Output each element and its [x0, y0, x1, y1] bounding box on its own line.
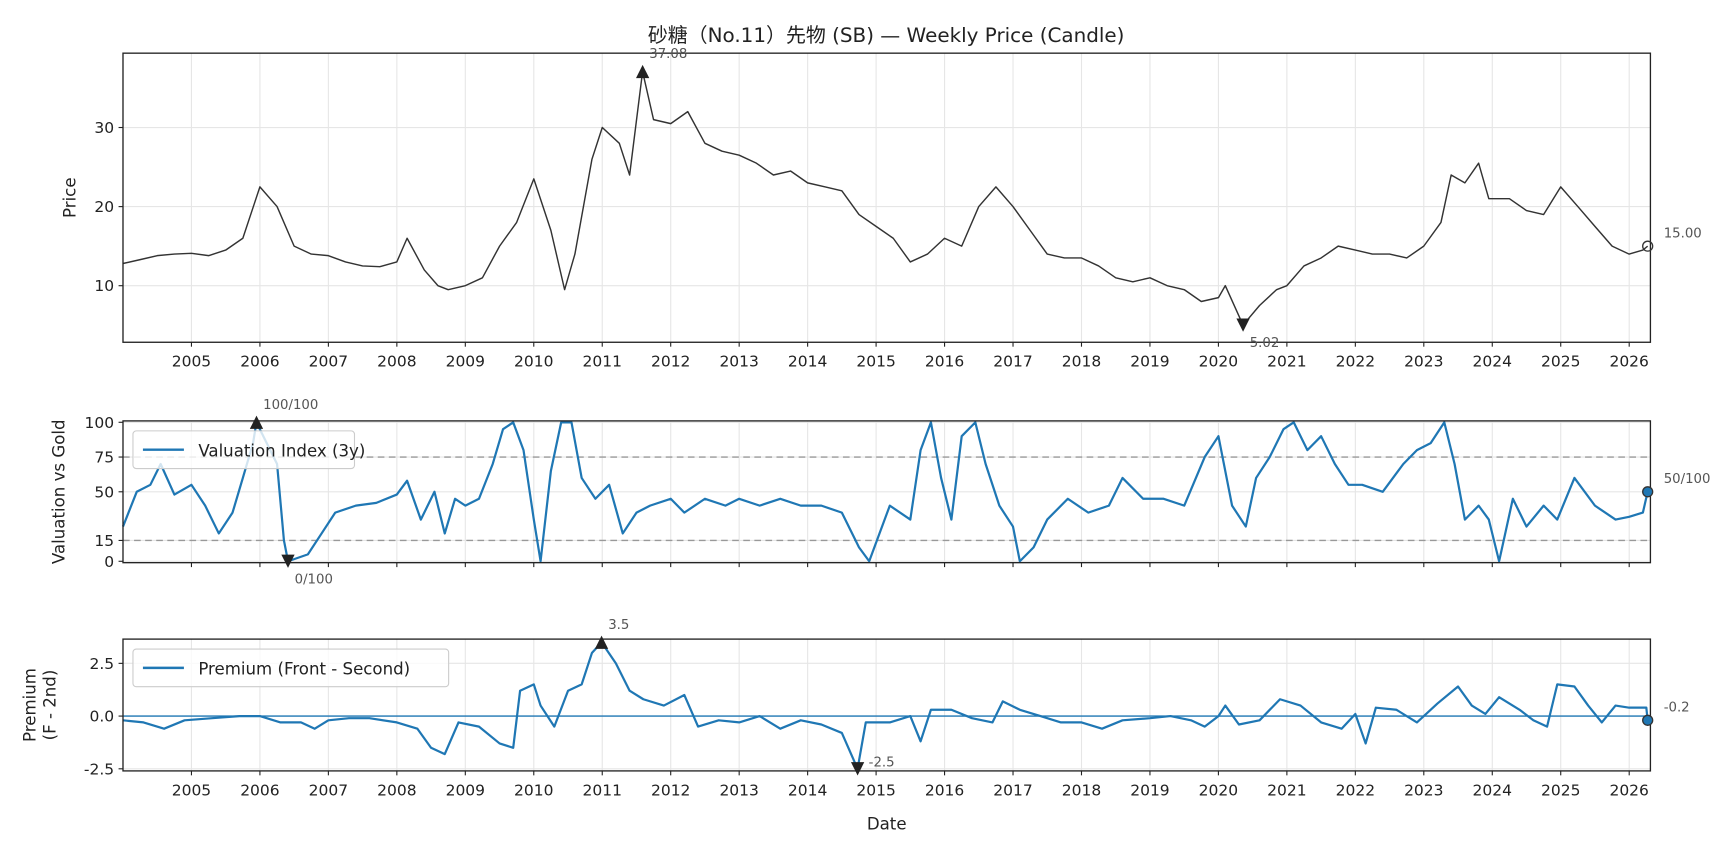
x-tick-label: 2010 [514, 781, 553, 799]
x-tick-label: 2016 [925, 781, 964, 799]
x-tick-label: 2020 [1199, 353, 1238, 371]
y-tick-label: 100 [85, 414, 115, 432]
x-tick-label: 2006 [240, 353, 279, 371]
min-marker [1236, 318, 1250, 332]
x-tick-label: 2024 [1473, 353, 1512, 371]
x-tick-label: 2026 [1609, 781, 1648, 799]
max-marker [249, 415, 264, 429]
x-tick-label: 2014 [788, 353, 827, 371]
legend-box [132, 648, 450, 688]
x-tick-label: 2021 [1267, 781, 1306, 799]
x-tick-label: 2005 [172, 781, 211, 799]
plot-frame [122, 638, 1652, 772]
x-tick-label: 2022 [1336, 781, 1375, 799]
x-tick-label: 2014 [788, 781, 827, 799]
x-tick-label: 2008 [377, 781, 416, 799]
x-tick-label: 2009 [446, 781, 485, 799]
max-label: 100/100 [263, 398, 318, 413]
x-tick-label: 2022 [1336, 353, 1375, 371]
x-tick-label: 2009 [446, 353, 485, 371]
x-tick-label: 2012 [651, 353, 690, 371]
last-value-label: 50/100 [1664, 472, 1711, 487]
y-axis-label: Premium [20, 668, 39, 742]
y-tick-label: 2.5 [89, 655, 114, 673]
x-tick-label: 2026 [1609, 353, 1648, 371]
y-axis-label: (F - 2nd) [40, 670, 59, 741]
x-tick-label: 2017 [993, 353, 1032, 371]
last-value-label: -0.2 [1664, 700, 1690, 715]
y-tick-label: 0.0 [89, 708, 114, 726]
x-axis-label: Date [867, 815, 907, 834]
last-value-label: 15.00 [1664, 226, 1702, 241]
x-tick-label: 2023 [1404, 781, 1443, 799]
last-marker [1642, 486, 1654, 498]
x-tick-label: 2015 [856, 353, 895, 371]
min-label: 5.02 [1250, 336, 1280, 351]
chart-title: 砂糖（No.11）先物 (SB) — Weekly Price (Candle) [648, 24, 1125, 47]
y-tick-label: 75 [94, 449, 114, 467]
max-marker [635, 64, 650, 79]
y-axis-label: Valuation vs Gold [49, 419, 68, 564]
series-line [121, 421, 1649, 563]
min-marker [281, 554, 295, 568]
y-tick-label: 20 [94, 198, 114, 216]
panel-1: 0 15 50 75 100 Valuation vs Gold Valuation Ind… [49, 398, 1710, 587]
x-tick-label: 2023 [1404, 353, 1443, 371]
min-label: -2.5 [869, 756, 895, 771]
x-tick-label: 2010 [514, 353, 553, 371]
x-tick-label: 2006 [240, 781, 279, 799]
max-label: 3.5 [608, 618, 629, 633]
min-marker [850, 762, 865, 776]
x-tick-label: 2005 [172, 353, 211, 371]
max-marker [594, 635, 609, 649]
x-tick-label: 2024 [1473, 781, 1512, 799]
max-label: 37.08 [649, 47, 687, 62]
y-tick-label: 50 [94, 483, 114, 501]
x-tick-label: 2013 [719, 781, 758, 799]
panel-2: 2005 2006 2007 2008 2009 2010 2011 2012 2013 2014… [20, 618, 1689, 834]
x-tick-label: 2007 [309, 353, 348, 371]
plot-frame [122, 52, 1652, 343]
series-line [122, 641, 1649, 770]
y-tick-label: 0 [104, 553, 114, 571]
x-tick-label: 2015 [856, 781, 895, 799]
x-tick-label: 2018 [1062, 353, 1101, 371]
legend-label: Premium (Front - Second) [198, 660, 410, 679]
x-tick-label: 2012 [651, 781, 690, 799]
x-tick-label: 2025 [1541, 781, 1580, 799]
last-marker [1642, 714, 1654, 726]
y-axis-label: Price [60, 177, 79, 218]
min-label: 0/100 [295, 572, 333, 587]
x-tick-label: 2017 [993, 781, 1032, 799]
x-tick-label: 2021 [1267, 353, 1306, 371]
x-tick-label: 2018 [1062, 781, 1101, 799]
legend-box [132, 430, 356, 470]
x-tick-label: 2019 [1130, 781, 1169, 799]
x-tick-label: 2011 [583, 781, 622, 799]
legend-label: Valuation Index (3y) [198, 441, 365, 460]
y-tick-label: 10 [94, 277, 114, 295]
series-line [122, 70, 1649, 326]
x-tick-label: 2019 [1130, 353, 1169, 371]
x-tick-label: 2016 [925, 353, 964, 371]
x-tick-label: 2011 [583, 353, 622, 371]
y-tick-label: 30 [94, 119, 114, 137]
x-tick-label: 2025 [1541, 353, 1580, 371]
panel-0: 2005 2006 2007 2008 2009 2010 2011 2012 2013 2014… [60, 47, 1701, 370]
last-marker [1642, 240, 1654, 252]
y-tick-label: -2.5 [84, 760, 114, 778]
x-tick-label: 2013 [719, 353, 758, 371]
x-tick-label: 2020 [1199, 781, 1238, 799]
y-tick-label: 15 [94, 532, 114, 550]
x-tick-label: 2007 [309, 781, 348, 799]
x-tick-label: 2008 [377, 353, 416, 371]
